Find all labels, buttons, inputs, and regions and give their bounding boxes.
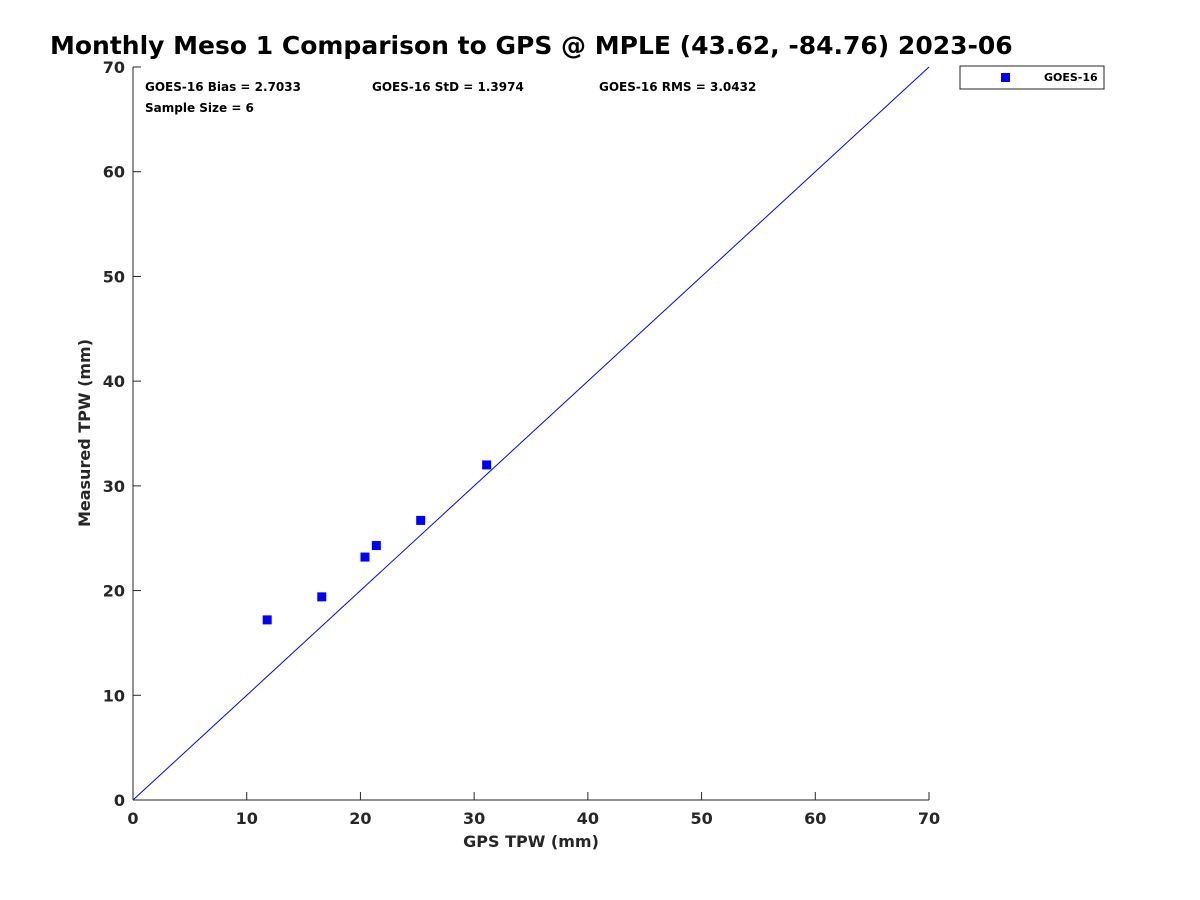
- stat-bias: GOES-16 Bias = 2.7033: [145, 80, 301, 94]
- stat-rms: GOES-16 RMS = 3.0432: [599, 80, 756, 94]
- x-axis-label: GPS TPW (mm): [463, 832, 599, 851]
- data-point: [371, 541, 381, 551]
- one-to-one-line: [132, 66, 930, 801]
- y-tick-label: 20: [103, 582, 125, 601]
- data-point: [360, 552, 370, 562]
- data-point: [317, 592, 327, 602]
- x-tick-label: 60: [804, 809, 826, 828]
- legend: GOES-16: [959, 65, 1105, 90]
- x-tick-label: 20: [349, 809, 371, 828]
- legend-label-goes-16: GOES-16: [1044, 71, 1098, 84]
- y-tick-label: 70: [103, 58, 125, 77]
- y-tick-label: 40: [103, 372, 125, 391]
- x-tick-label: 50: [690, 809, 712, 828]
- y-tick-label: 0: [114, 791, 125, 810]
- y-ticks: 0 10 20 30 40 50 60 70: [103, 58, 141, 810]
- legend-box: [959, 65, 1105, 90]
- x-tick-label: 70: [918, 809, 940, 828]
- x-tick-label: 10: [236, 809, 258, 828]
- data-point: [416, 515, 426, 525]
- data-point: [262, 615, 272, 625]
- x-ticks: 0 10 20 30 40 50 60 70: [127, 792, 940, 828]
- legend-marker-goes-16: [1001, 73, 1010, 82]
- chart-title: Monthly Meso 1 Comparison to GPS @ MPLE …: [50, 31, 1013, 60]
- y-axis-label: Measured TPW (mm): [75, 339, 94, 527]
- reference-line-layer: [132, 66, 930, 801]
- data-point: [482, 460, 492, 470]
- y-tick-label: 30: [103, 477, 125, 496]
- stat-std: GOES-16 StD = 1.3974: [372, 80, 524, 94]
- x-tick-label: 30: [463, 809, 485, 828]
- y-tick-label: 60: [103, 163, 125, 182]
- y-tick-label: 50: [103, 267, 125, 286]
- x-tick-label: 40: [577, 809, 599, 828]
- stat-sample-size: Sample Size = 6: [145, 101, 254, 115]
- points-layer: [262, 460, 492, 625]
- y-tick-label: 10: [103, 686, 125, 705]
- x-tick-label: 0: [127, 809, 138, 828]
- plot-area: 0 10 20 30 40 50 60 70 0 10 20 30 40 50 60 70 GOES-16 …: [103, 58, 940, 828]
